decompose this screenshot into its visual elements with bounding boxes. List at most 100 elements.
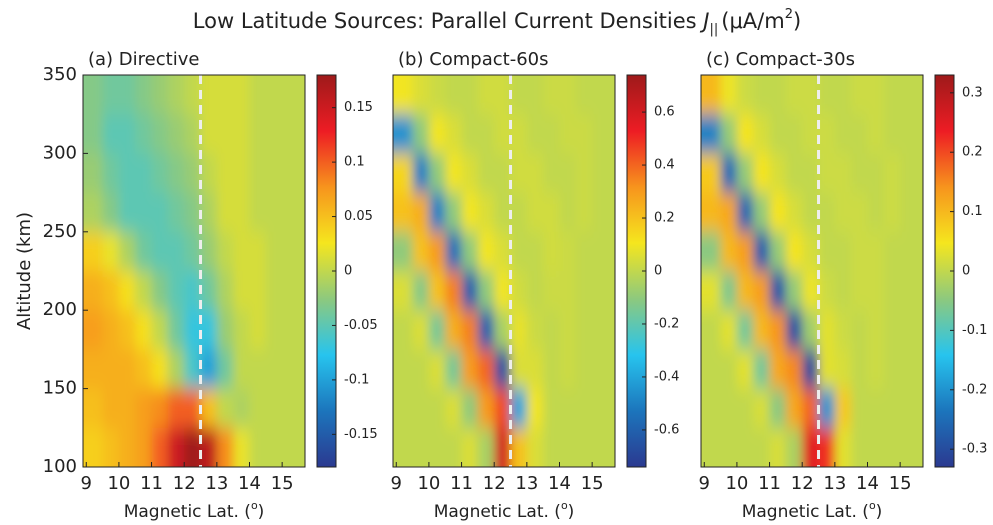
heat-cell (445, 271, 463, 311)
heatmap (701, 75, 923, 467)
heat-cell (608, 349, 615, 390)
heat-cell (200, 349, 218, 390)
heat-cell (785, 349, 803, 390)
heat-cell (167, 114, 185, 154)
heat-cell (851, 310, 868, 350)
heat-cell (477, 349, 495, 390)
heat-cell (834, 153, 852, 194)
heat-cell (200, 114, 218, 154)
x-tick-label: 14 (856, 473, 879, 494)
heat-cell (608, 271, 615, 311)
heat-cell (118, 310, 136, 350)
heat-cell (720, 388, 738, 429)
heat-cell (135, 388, 153, 429)
heat-cell (184, 192, 202, 233)
heat-cell (393, 114, 414, 154)
heat-cell (701, 231, 722, 272)
heat-cell (428, 427, 446, 467)
heat-cell (769, 192, 787, 233)
heat-cell (720, 310, 738, 350)
x-axis-label: Magnetic Lat. (o) (742, 499, 883, 522)
heat-cell (298, 114, 305, 154)
colorbar-tick-label: -0.6 (654, 422, 679, 437)
y-tick-label: 300 (43, 142, 77, 163)
x-tick-label: 15 (581, 473, 604, 494)
heat-cell (510, 271, 528, 311)
heat-cell (526, 310, 544, 350)
heat-cell (151, 388, 169, 429)
x-tick-label: 9 (391, 473, 402, 494)
heat-cell (883, 75, 901, 115)
heat-cell (461, 271, 479, 311)
heat-cell (916, 153, 923, 194)
heat-cell (135, 310, 153, 350)
heat-cell (216, 427, 234, 467)
heat-cell (233, 271, 250, 311)
heat-cell (575, 388, 593, 429)
heat-cell (916, 310, 923, 350)
heat-cell (477, 153, 495, 194)
heat-cell (461, 231, 479, 272)
heat-cell (916, 192, 923, 233)
heat-cell (135, 427, 153, 467)
heat-cell (167, 310, 185, 350)
heat-cell (883, 271, 901, 311)
heat-cell (233, 231, 250, 272)
x-tick-label: 10 (107, 473, 130, 494)
heat-cell (720, 114, 738, 154)
colorbar-tick-label: -0.15 (344, 427, 378, 442)
heat-cell (592, 427, 609, 467)
heat-cell (184, 310, 202, 350)
heat-cell (916, 427, 923, 467)
heat-cell (818, 231, 836, 272)
heat-cell (736, 231, 754, 272)
heat-cell (200, 388, 218, 429)
heat-cell (802, 114, 820, 154)
heat-cell (282, 75, 299, 115)
heat-cell (883, 310, 901, 350)
heat-cell (428, 388, 446, 429)
x-label-sup: o (561, 499, 568, 512)
heat-cell (736, 75, 754, 115)
heat-cell (769, 271, 787, 311)
x-label-text: Magnetic Lat. ( (124, 502, 251, 522)
heat-cell (818, 114, 836, 154)
heat-cell (428, 153, 446, 194)
heat-cell (608, 114, 615, 154)
heat-cell (298, 192, 305, 233)
colorbar-tick-label: 0.05 (344, 209, 373, 224)
heat-cell (526, 231, 544, 272)
heat-cell (282, 114, 299, 154)
y-tick-label: 200 (43, 299, 77, 320)
heat-cell (608, 388, 615, 429)
heat-cell (83, 75, 104, 115)
heat-cell (216, 153, 234, 194)
heat-cell (461, 388, 479, 429)
heat-cell (851, 271, 868, 311)
heat-cell (900, 388, 917, 429)
heat-cell (184, 388, 202, 429)
heat-cell (736, 349, 754, 390)
heat-cell (608, 231, 615, 272)
heat-cell (494, 114, 512, 154)
heat-cell (412, 153, 430, 194)
heat-cell (526, 271, 544, 311)
heat-cell (753, 75, 771, 115)
heat-cell (445, 310, 463, 350)
heat-cell (900, 271, 917, 311)
heat-cell (412, 388, 430, 429)
heat-cell (916, 349, 923, 390)
heat-cell (393, 349, 414, 390)
heat-cell (151, 231, 169, 272)
heat-cell (412, 231, 430, 272)
heat-cell (298, 231, 305, 272)
heat-cell (720, 349, 738, 390)
colorbar-tick-label: 0.2 (962, 145, 983, 160)
heat-cell (102, 192, 120, 233)
heat-cell (769, 310, 787, 350)
heat-cell (559, 310, 577, 350)
heat-cell (233, 153, 250, 194)
heat-cell (167, 349, 185, 390)
heat-cell (867, 192, 885, 233)
